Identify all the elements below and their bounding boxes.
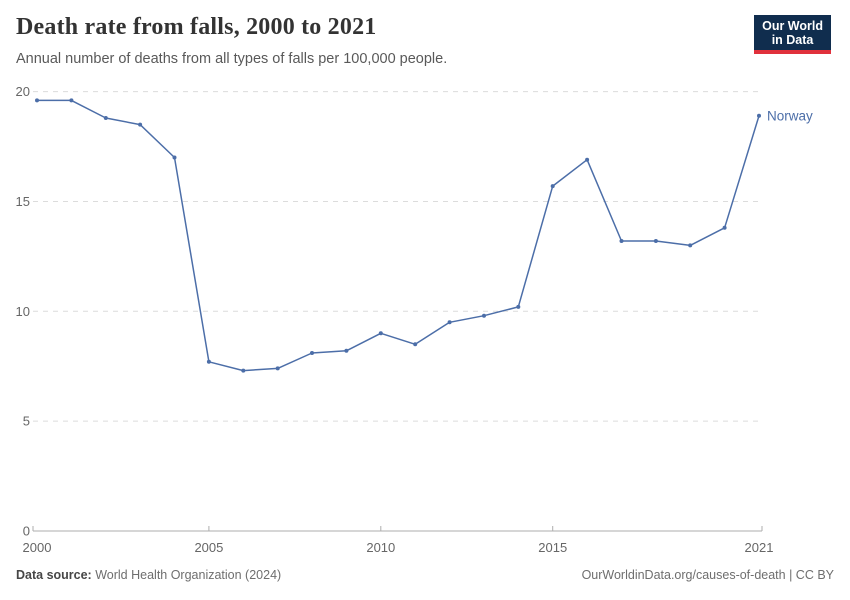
owid-logo-line2: in Data: [771, 33, 814, 47]
data-point: [172, 155, 177, 160]
chart-footer: Data source: World Health Organization (…: [16, 568, 834, 582]
y-axis-tick-label: 20: [16, 84, 30, 99]
data-point: [722, 225, 727, 230]
x-axis-tick-label: 2000: [23, 540, 52, 555]
x-axis-tick-label: 2015: [538, 540, 567, 555]
data-point: [413, 342, 418, 347]
x-axis-tick-label: 2005: [194, 540, 223, 555]
chart-subtitle: Annual number of deaths from all types o…: [16, 51, 448, 67]
data-source: Data source: World Health Organization (…: [16, 568, 281, 582]
data-point: [482, 313, 486, 318]
data-source-label: Data source:: [16, 568, 92, 582]
data-point: [310, 351, 314, 355]
chart-title: Death rate from falls, 2000 to 2021: [16, 14, 377, 40]
y-axis-tick-label: 10: [16, 304, 30, 319]
series-end-label[interactable]: Norway: [767, 108, 813, 123]
data-point: [757, 113, 761, 118]
data-point: [378, 331, 383, 336]
y-axis-tick-label: 5: [23, 414, 30, 429]
data-point: [206, 359, 211, 364]
data-point: [103, 116, 108, 120]
data-point: [35, 98, 39, 103]
data-point: [653, 239, 658, 243]
data-point: [619, 239, 624, 243]
y-axis-tick-label: 15: [16, 194, 30, 209]
data-point: [688, 243, 693, 248]
owid-logo[interactable]: Our World in Data: [754, 15, 831, 54]
x-axis-tick-label: 2021: [745, 540, 774, 555]
data-point: [138, 122, 143, 127]
data-point: [344, 348, 349, 353]
data-source-value: World Health Organization (2024): [95, 568, 282, 582]
credit-link[interactable]: OurWorldinData.org/causes-of-death | CC …: [581, 568, 834, 582]
norway-data-line: [36, 99, 760, 372]
data-point: [550, 184, 555, 189]
data-point: [447, 320, 452, 325]
y-axis-tick-label: 0: [23, 524, 30, 539]
data-point: [516, 304, 521, 309]
owid-logo-line1: Our World: [762, 19, 823, 33]
data-point: [275, 366, 280, 371]
x-axis-tick-label: 2010: [366, 540, 395, 555]
data-point: [241, 368, 246, 373]
data-point: [69, 98, 74, 103]
data-point: [585, 157, 590, 162]
